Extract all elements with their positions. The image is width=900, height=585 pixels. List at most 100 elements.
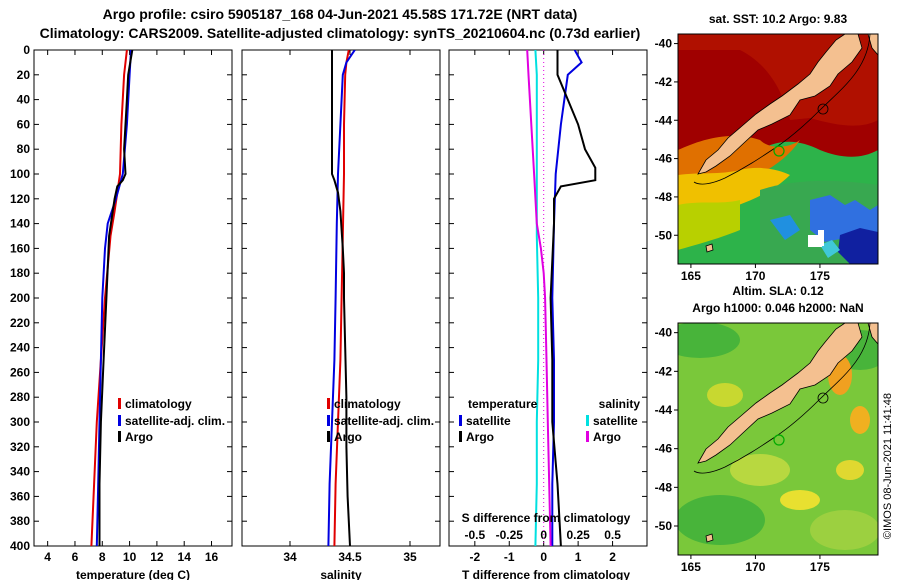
map-y-tick-label: -42 — [655, 364, 673, 378]
north-island-land — [867, 323, 878, 345]
sla-map — [678, 323, 878, 555]
map-y-tick-label: -40 — [655, 326, 673, 340]
north-island-land — [867, 34, 878, 56]
depth-tick-label: 400 — [10, 539, 30, 553]
sst-map-axes: 165 170 175 -40 -42 -44 -46 -48 -50 — [655, 37, 831, 283]
map-x-tick-label: 165 — [681, 560, 701, 574]
x-tick-label: 8 — [99, 550, 106, 564]
s-difference-tick-label: 0.25 — [566, 528, 590, 542]
legend-swatch-argo — [327, 431, 330, 442]
map-y-tick-label: -48 — [655, 190, 673, 204]
legend-title-salinity: salinity — [599, 397, 641, 411]
s-difference-tick-label: 0.5 — [604, 528, 621, 542]
s-difference-axis: -0.5-0.2500.250.5 — [464, 528, 621, 542]
x-tick-label: 34 — [283, 550, 297, 564]
sla-yellow-patch — [707, 383, 743, 407]
depth-tick-label: 320 — [10, 440, 30, 454]
salinity-x-axis: 34 34.5 35 — [283, 50, 417, 564]
x-tick-label: 12 — [150, 550, 164, 564]
legend-swatch-satellite-adj — [327, 415, 330, 426]
map-y-tick-label: -50 — [655, 228, 673, 242]
legend-label-argo: Argo — [125, 430, 153, 444]
legend-swatch-t-argo — [459, 431, 462, 442]
series-line-argo — [331, 50, 351, 546]
sla-yellow-patch — [836, 460, 864, 480]
sla-orange-patch — [850, 406, 870, 434]
t-difference-axis-label: T difference from climatology — [462, 568, 630, 580]
depth-tick-label: 300 — [10, 415, 30, 429]
sst-lime-band — [678, 200, 740, 250]
s-difference-axis-label: S difference from climatology — [462, 511, 631, 525]
sst-missing-data — [818, 230, 824, 246]
header-line-2: Climatology: CARS2009. Satellite-adjuste… — [40, 25, 641, 41]
sla-map-subtitle: Argo h1000: 0.046 h2000: NaN — [692, 301, 863, 315]
legend-swatch-s-satellite — [586, 415, 589, 426]
series-line-satellite-adj-clim- — [327, 50, 356, 546]
depth-tick-label: 180 — [10, 266, 30, 280]
legend-title-temperature: temperature — [468, 397, 538, 411]
argo-position-marker — [773, 145, 785, 157]
x-tick-label: 0 — [540, 550, 547, 564]
map-y-tick-label: -50 — [655, 519, 673, 533]
difference-legend: temperature salinity satellite Argo sate… — [459, 397, 640, 444]
series-line-argo — [98, 50, 134, 546]
series-line-climatology — [90, 50, 128, 546]
depth-tick-label: 0 — [23, 43, 30, 57]
s-difference-tick-label: -0.5 — [464, 528, 485, 542]
sst-map — [678, 34, 878, 264]
sla-map-axes: 165 170 175 -40 -42 -44 -46 -48 -50 — [655, 326, 831, 574]
temperature-axis-label: temperature (deg C) — [76, 568, 190, 580]
salinity-series — [327, 50, 356, 546]
legend-label-argo: Argo — [334, 430, 362, 444]
imos-credit: ©IMOS 08-Jun-2021 11:41:48 — [882, 393, 894, 539]
map-y-tick-label: -48 — [655, 480, 673, 494]
x-tick-label: 4 — [44, 550, 51, 564]
series-line-s-argo — [526, 50, 552, 546]
sla-yellow-green-patch — [730, 454, 790, 486]
depth-tick-label: 220 — [10, 316, 30, 330]
series-line-s-satellite — [534, 50, 540, 546]
x-tick-label: 34.5 — [338, 550, 362, 564]
temperature-legend: climatology satellite-adj. clim. Argo — [118, 397, 225, 444]
sla-map-title: Altim. SLA: 0.12 — [732, 284, 824, 298]
depth-tick-label: 240 — [10, 341, 30, 355]
depth-tick-label: 60 — [17, 117, 31, 131]
depth-tick-label: 80 — [17, 142, 31, 156]
depth-tick-label: 280 — [10, 390, 30, 404]
salinity-axis-label: salinity — [320, 568, 362, 580]
series-line-satellite-adj-clim- — [95, 50, 132, 546]
sla-map-frame — [677, 322, 879, 556]
depth-tick-label: 200 — [10, 291, 30, 305]
x-tick-label: 10 — [123, 550, 137, 564]
x-tick-label: 1 — [575, 550, 582, 564]
map-y-tick-label: -40 — [655, 37, 673, 51]
x-tick-label: 2 — [609, 550, 616, 564]
legend-swatch-climatology — [118, 398, 121, 409]
t-difference-x-axis: -2 -1 0 1 2 — [469, 50, 616, 564]
legend-label-climatology: climatology — [334, 397, 401, 411]
sla-green-patch — [678, 323, 740, 358]
depth-tick-label: 120 — [10, 192, 30, 206]
map-y-tick-label: -44 — [655, 113, 673, 127]
depth-tick-label: 360 — [10, 489, 30, 503]
legend-label-climatology: climatology — [125, 397, 192, 411]
depth-tick-label: 20 — [17, 68, 31, 82]
map-y-tick-label: -44 — [655, 403, 673, 417]
depth-tick-label: 40 — [17, 93, 31, 107]
depth-tick-label: 340 — [10, 465, 30, 479]
header-line-1: Argo profile: csiro 5905187_168 04-Jun-2… — [103, 6, 578, 22]
stewart-island-land — [705, 243, 714, 253]
temperature-x-axis: 4 6 8 10 12 14 16 — [44, 50, 219, 564]
legend-label-t-satellite: satellite — [466, 414, 511, 428]
map-x-tick-label: 170 — [745, 269, 765, 283]
depth-tick-label: 260 — [10, 365, 30, 379]
legend-label-s-satellite: satellite — [593, 414, 638, 428]
argo-position-marker — [773, 434, 785, 446]
stewart-island-land — [705, 533, 714, 543]
legend-label-s-argo: Argo — [593, 430, 621, 444]
x-tick-label: 14 — [178, 550, 192, 564]
difference-series — [526, 50, 597, 546]
legend-label-satellite-adj: satellite-adj. clim. — [334, 414, 434, 428]
depth-tick-label: 140 — [10, 217, 30, 231]
salinity-legend: climatology satellite-adj. clim. Argo — [327, 397, 434, 444]
